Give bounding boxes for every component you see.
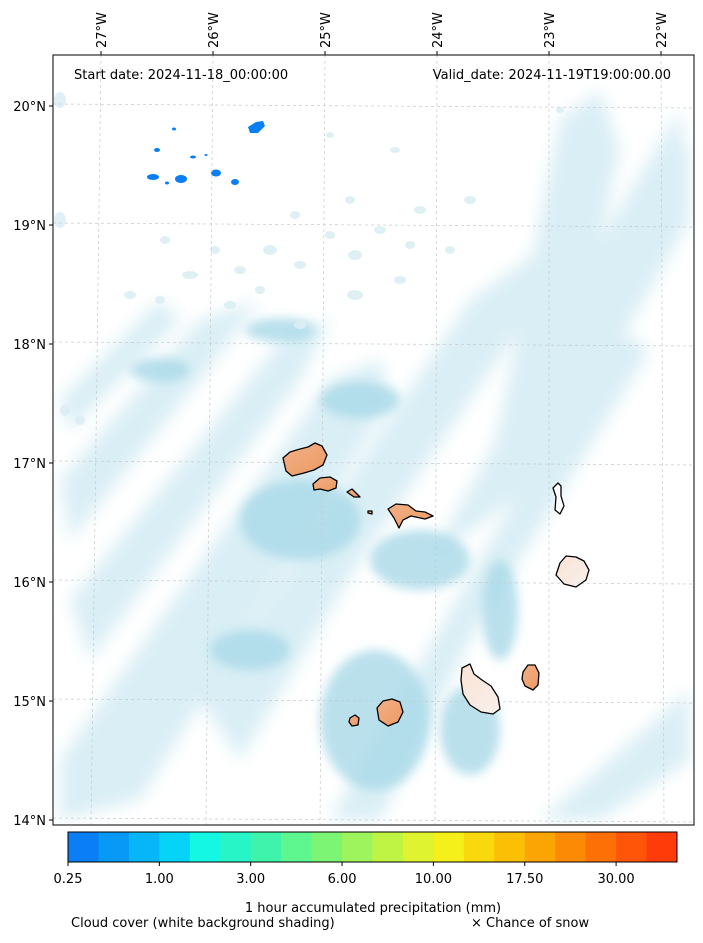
island-branco (367, 510, 373, 515)
precip-patch (204, 154, 208, 156)
island-santo-antao (282, 442, 328, 477)
lon-label: 24°W (431, 12, 446, 48)
lat-label: 16°N (13, 576, 46, 591)
snow-chance-note: × Chance of snow (471, 916, 590, 931)
colorbar-cell (68, 832, 99, 862)
colorbar-tick-label: 1.00 (145, 872, 174, 887)
axis-ticks (49, 51, 662, 821)
colorbar-cell (250, 832, 282, 862)
island-santa-luzia (346, 488, 361, 498)
precip-patch (175, 175, 187, 183)
precip-patch (147, 174, 159, 180)
colorbar-tick-label: 6.00 (328, 872, 357, 887)
islands (282, 442, 590, 727)
island-sao-nicolau (387, 503, 434, 529)
colorbar-cell (98, 832, 130, 862)
cloud-cover-note: Cloud cover (white background shading) (71, 916, 335, 931)
lat-label: 17°N (13, 457, 46, 472)
island-sal (552, 482, 565, 515)
colorbar-cell (585, 832, 617, 862)
colorbar-cell (463, 832, 495, 862)
island-fogo (376, 698, 404, 727)
colorbar-cell (220, 832, 252, 862)
island-boa-vista (555, 555, 590, 588)
lat-label: 19°N (13, 219, 46, 234)
precip-patch (165, 181, 169, 185)
colorbar-cell (402, 832, 434, 862)
colorbar-cell (646, 832, 678, 862)
precip-patch (248, 121, 265, 133)
precipitation-patches (147, 121, 265, 185)
colorbar-title: 1 hour accumulated precipitation (mm) (245, 901, 501, 916)
colorbar-ticks: 0.25 1.00 3.00 6.00 10.00 17.50 30.00 (54, 862, 635, 887)
precip-patch (211, 169, 221, 177)
island-santiago (460, 663, 501, 715)
precip-patch (172, 127, 176, 131)
colorbar-tick-label: 3.00 (236, 872, 265, 887)
lat-label: 15°N (13, 695, 46, 710)
colorbar-tick-label: 17.50 (506, 872, 543, 887)
island-sao-vicente (312, 476, 338, 492)
lat-label: 20°N (13, 100, 46, 115)
cloud-cover-shading (54, 90, 690, 820)
colorbar-tick-label: 10.00 (415, 872, 452, 887)
gridlines (53, 55, 694, 825)
colorbar-cell (159, 832, 191, 862)
colorbar: 0.25 1.00 3.00 6.00 10.00 17.50 30.00 1 hour a… (54, 831, 678, 916)
lon-label: 25°W (319, 12, 334, 48)
precip-patch (154, 148, 160, 152)
colorbar-cells (68, 832, 678, 862)
latitude-labels: 20°N 19°N 18°N 17°N 16°N 15°N 14°N (13, 100, 46, 829)
island-brava (348, 714, 360, 727)
colorbar-cell (281, 832, 313, 862)
colorbar-cell (616, 832, 648, 862)
colorbar-cell (189, 832, 221, 862)
lon-label: 23°W (543, 12, 558, 48)
colorbar-cell (524, 832, 556, 862)
lon-label: 27°W (95, 12, 110, 48)
longitude-labels: 27°W 26°W 25°W 24°W 23°W 22°W (95, 12, 670, 48)
precip-patch (231, 179, 239, 185)
valid-date-label: Valid_date: 2024-11-19T19:00:00.00 (433, 68, 671, 83)
colorbar-cell (555, 832, 587, 862)
colorbar-cell (372, 832, 404, 862)
colorbar-cell (342, 832, 373, 862)
lat-label: 18°N (13, 338, 46, 353)
colorbar-cell (433, 832, 465, 862)
island-maio (521, 664, 540, 691)
start-date-label: Start date: 2024-11-18_00:00:00 (74, 68, 288, 83)
colorbar-cell (311, 832, 343, 862)
lat-label: 14°N (13, 814, 46, 829)
precip-patch (190, 155, 196, 159)
lon-label: 26°W (207, 12, 222, 48)
lon-label: 22°W (655, 12, 670, 48)
colorbar-tick-label: 30.00 (597, 872, 634, 887)
colorbar-cell (128, 832, 160, 862)
colorbar-tick-label: 0.25 (54, 872, 83, 887)
colorbar-cell (494, 832, 526, 862)
